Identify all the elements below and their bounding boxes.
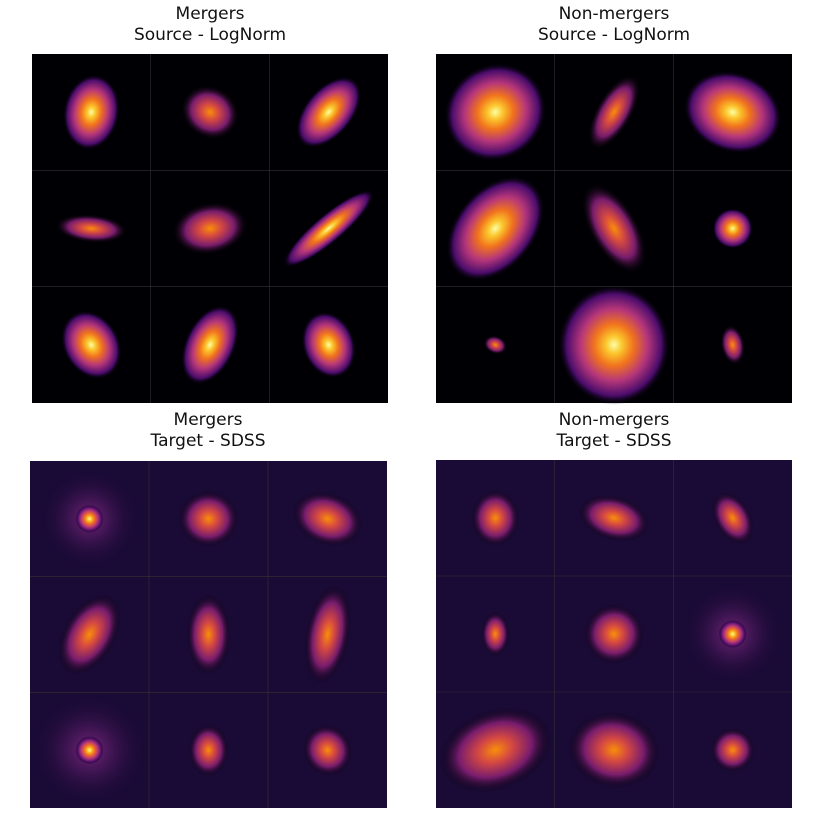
galaxy-image <box>720 325 745 365</box>
galaxy-image <box>584 604 644 664</box>
galaxy <box>558 284 670 405</box>
galaxy-image <box>58 594 121 675</box>
galaxy <box>55 214 128 243</box>
galaxy <box>178 490 239 547</box>
galaxy-image <box>304 585 351 684</box>
panel-title: Non-mergers <box>559 410 670 430</box>
galaxy-core <box>75 736 104 765</box>
galaxy <box>587 74 641 150</box>
panel-subtitle: Target - SDSS <box>150 431 266 451</box>
galaxy <box>181 305 239 385</box>
galaxy <box>301 311 356 378</box>
panel-subtitle: Source - LogNorm <box>134 25 286 45</box>
galaxy-image <box>181 305 239 385</box>
galaxy <box>188 724 229 777</box>
galaxy-image <box>186 594 231 675</box>
panel-title: Mergers <box>174 410 243 430</box>
image-grid <box>436 460 792 808</box>
galaxy <box>172 202 248 255</box>
galaxy <box>578 494 650 542</box>
galaxy-image <box>55 214 128 243</box>
galaxy <box>471 490 520 546</box>
galaxy <box>483 335 508 355</box>
galaxy-image <box>481 612 510 656</box>
galaxy <box>304 585 351 684</box>
galaxy-image <box>188 724 229 777</box>
galaxy <box>584 604 644 664</box>
galaxy <box>710 728 755 772</box>
image-grids <box>30 54 792 808</box>
galaxy-image <box>568 711 660 789</box>
galaxy-image <box>62 74 120 150</box>
galaxy-core <box>75 504 104 533</box>
panel-title: Non-mergers <box>559 4 670 24</box>
galaxy-image <box>301 311 356 378</box>
galaxy-image <box>283 189 374 268</box>
image-grid <box>436 54 792 405</box>
galaxy <box>62 74 120 150</box>
galaxy <box>283 189 374 268</box>
image-grid <box>32 54 388 403</box>
galaxy-image <box>446 175 545 282</box>
galaxy-image <box>581 183 647 274</box>
galaxy <box>568 711 660 789</box>
galaxy <box>683 70 782 154</box>
galaxy-image <box>444 63 547 162</box>
galaxy-image <box>61 310 122 380</box>
galaxy <box>712 208 753 249</box>
galaxy-image <box>172 202 248 255</box>
galaxy-image <box>292 491 363 547</box>
galaxy-core <box>718 620 747 648</box>
galaxy <box>720 325 745 365</box>
galaxy-image <box>439 707 552 793</box>
galaxy <box>296 76 362 148</box>
galaxy-image <box>471 490 520 546</box>
image-grid <box>30 461 387 808</box>
panel-subtitle: Target - SDSS <box>556 431 672 451</box>
galaxy <box>711 492 754 544</box>
panel-title: Mergers <box>176 4 245 24</box>
galaxy-image <box>710 728 755 772</box>
galaxy <box>444 63 547 162</box>
galaxy-image <box>296 76 362 148</box>
galaxy <box>302 724 353 776</box>
galaxy <box>581 183 647 274</box>
galaxy-image <box>302 724 353 776</box>
galaxy-image <box>711 492 754 544</box>
galaxy-image <box>587 74 641 150</box>
galaxy-image <box>39 468 140 569</box>
galaxy <box>439 707 552 793</box>
galaxy-image <box>712 208 753 249</box>
galaxy <box>180 85 240 140</box>
galaxy <box>186 594 231 675</box>
galaxy-image <box>558 284 670 405</box>
galaxy <box>446 175 545 282</box>
galaxy-image <box>578 494 650 542</box>
galaxy-image <box>31 694 148 807</box>
galaxy-image <box>178 490 239 547</box>
galaxy-image <box>682 584 783 684</box>
galaxy <box>61 310 122 380</box>
galaxy <box>58 594 121 675</box>
galaxy <box>292 491 363 547</box>
panel-subtitle: Source - LogNorm <box>538 25 690 45</box>
galaxy-image <box>180 85 240 140</box>
galaxy-image <box>483 335 508 355</box>
galaxy <box>481 612 510 656</box>
galaxy-image <box>683 70 782 154</box>
